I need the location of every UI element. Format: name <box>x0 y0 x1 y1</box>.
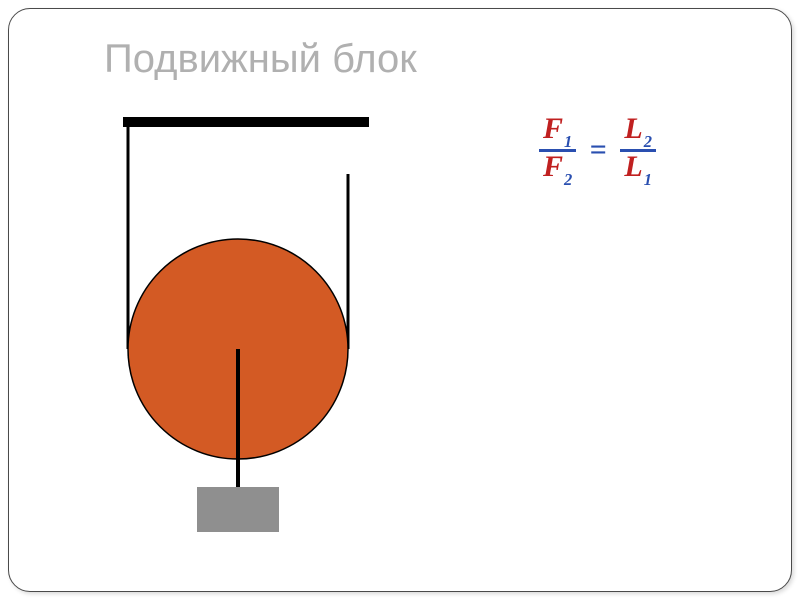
lever-formula: F1 F2 = L2 L1 <box>539 114 656 186</box>
fraction-right: L2 L1 <box>620 114 656 186</box>
frac-right-denominator: L1 <box>620 152 656 187</box>
pulley-diagram <box>69 94 429 534</box>
slide-title: Подвижный блок <box>104 37 417 82</box>
frac-left-denominator: F2 <box>539 152 576 187</box>
load-block <box>197 487 279 532</box>
slide-frame: Подвижный блок F1 F2 = L2 L1 <box>8 8 792 592</box>
frac-left-numerator: F1 <box>539 114 576 149</box>
frac-right-numerator: L2 <box>620 114 656 149</box>
fraction-left: F1 F2 <box>539 114 576 186</box>
equals-sign: = <box>584 133 613 167</box>
